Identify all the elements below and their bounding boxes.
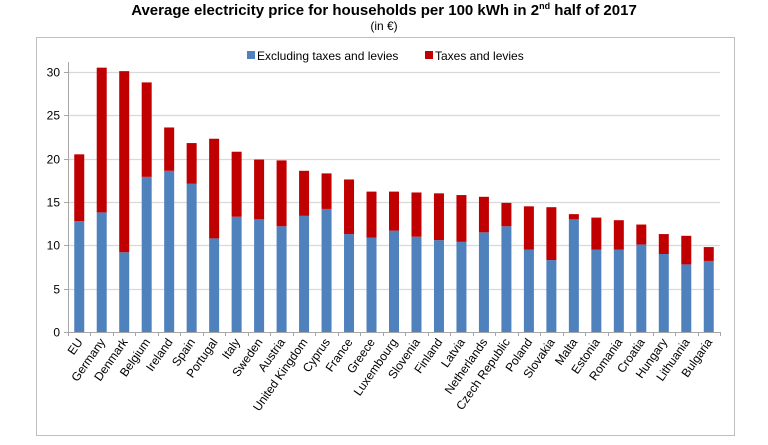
bar-excluding-taxes [366,237,377,332]
bar-excluding-taxes [186,183,197,332]
bar-excluding-taxes [523,249,534,332]
bar-excluding-taxes [389,230,399,332]
y-tick-label: 10 [47,239,61,253]
bar-taxes-and-levies [186,143,197,184]
bar-taxes-and-levies [276,160,287,227]
legend-swatch-excluding-taxes [247,51,255,59]
bar-taxes-and-levies [433,193,444,241]
y-tick-label: 25 [47,109,61,123]
bar-excluding-taxes [119,252,130,332]
y-tick-label: 20 [47,153,61,167]
bar-excluding-taxes [74,221,85,332]
y-tick-label: 15 [47,196,61,210]
y-tick-label: 30 [47,66,61,80]
bar-excluding-taxes [568,219,579,332]
bar-taxes-and-levies [389,191,399,231]
bar-excluding-taxes [164,170,175,332]
bar-taxes-and-levies [613,220,624,250]
bar-excluding-taxes [141,176,152,332]
bar-taxes-and-levies [658,234,669,254]
y-tick-label: 5 [53,283,60,297]
bar-excluding-taxes [456,241,467,332]
bar-excluding-taxes [636,244,647,332]
bar-taxes-and-levies [523,206,534,250]
y-tick-label: 0 [53,326,60,340]
bar-excluding-taxes [299,215,310,332]
bar-taxes-and-levies [366,191,377,238]
bar-excluding-taxes [501,226,512,332]
bar-excluding-taxes [96,212,107,332]
bar-taxes-and-levies [681,235,692,265]
bar-taxes-and-levies [141,82,152,177]
bar-taxes-and-levies [74,154,85,222]
bar-excluding-taxes [209,238,220,332]
bar-taxes-and-levies [568,214,579,220]
bar-taxes-and-levies [546,207,557,261]
bar-taxes-and-levies [478,196,489,233]
bar-excluding-taxes [703,260,714,332]
bar-taxes-and-levies [703,247,714,261]
bar-excluding-taxes [681,264,692,332]
bar-excluding-taxes [433,240,444,332]
bar-taxes-and-levies [344,179,355,235]
bar-excluding-taxes [613,249,624,332]
bar-taxes-and-levies [636,224,647,245]
bar-taxes-and-levies [321,173,332,209]
bar-taxes-and-levies [591,217,602,250]
bar-excluding-taxes [254,219,265,332]
chart-subtitle: (in €) [370,19,398,33]
chart-frame [36,37,735,436]
bar-taxes-and-levies [96,67,107,213]
legend-label-taxes-and-levies: Taxes and levies [435,49,524,63]
bar-excluding-taxes [478,232,489,332]
legend-swatch-taxes-and-levies [425,51,433,59]
bar-excluding-taxes [546,260,557,332]
bar-taxes-and-levies [411,192,422,237]
bar-taxes-and-levies [209,138,220,239]
bar-excluding-taxes [231,216,242,332]
chart-title: Average electricity price for households… [131,1,637,19]
bar-taxes-and-levies [501,202,512,227]
bar-excluding-taxes [411,236,422,332]
legend-label-excluding-taxes: Excluding taxes and levies [257,49,398,63]
bar-taxes-and-levies [456,195,467,242]
bar-taxes-and-levies [119,71,130,253]
bar-taxes-and-levies [254,159,265,220]
bar-excluding-taxes [658,254,669,332]
x-category-label: EU [65,336,86,358]
bar-taxes-and-levies [164,127,175,171]
bar-excluding-taxes [591,249,602,332]
legend: Excluding taxes and levies Taxes and levi… [247,49,524,63]
bar-taxes-and-levies [231,151,242,217]
bar-taxes-and-levies [299,170,310,216]
bar-excluding-taxes [321,208,332,332]
bar-excluding-taxes [344,234,355,332]
bar-excluding-taxes [276,226,287,332]
